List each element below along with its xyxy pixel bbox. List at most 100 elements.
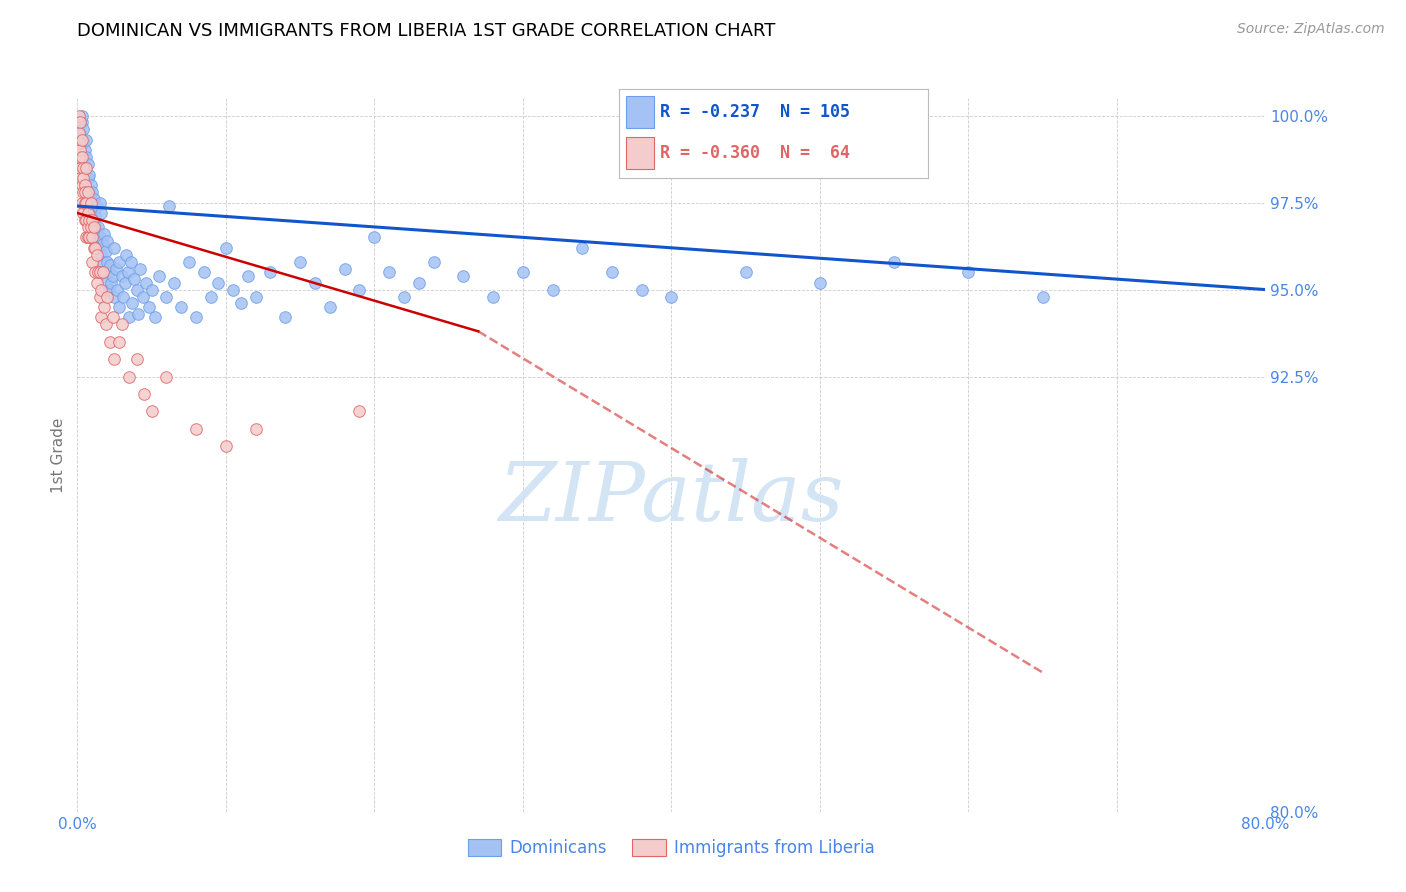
Point (89, 289, 111, 303)
Point (89, 265, 111, 279)
Point (186, 422, 208, 436)
Point (77, 213, 100, 227)
Point (121, 296, 143, 310)
Point (90, 206, 112, 220)
Point (128, 261, 150, 276)
Point (245, 422, 267, 436)
Point (957, 265, 980, 279)
Point (215, 241, 238, 255)
Point (86, 248, 108, 262)
Point (69, 144, 91, 158)
Point (96, 234, 118, 248)
Point (90, 248, 112, 262)
Point (319, 300, 342, 314)
Point (630, 283, 652, 297)
Point (378, 265, 401, 279)
Point (93, 300, 115, 314)
Point (155, 369, 177, 384)
Text: R = -0.237  N = 105: R = -0.237 N = 105 (661, 103, 851, 121)
Point (80, 195, 103, 210)
Point (89, 230, 111, 244)
Point (274, 310, 297, 325)
Point (107, 283, 129, 297)
Point (93, 227, 115, 241)
Point (288, 254, 311, 268)
Point (93, 265, 115, 279)
Point (73, 185, 96, 199)
Text: R = -0.360  N =  64: R = -0.360 N = 64 (661, 145, 851, 162)
Point (97, 283, 120, 297)
Point (82, 213, 104, 227)
Point (87, 241, 110, 255)
Legend: Dominicans, Immigrants from Liberia: Dominicans, Immigrants from Liberia (461, 832, 882, 864)
Point (98, 334, 121, 349)
Point (76, 230, 98, 244)
Point (75, 161, 97, 175)
Point (103, 352, 125, 367)
Point (82, 199, 104, 213)
Point (73, 161, 96, 175)
Point (117, 265, 139, 279)
Point (83, 202, 105, 217)
Point (600, 265, 623, 279)
Point (91, 237, 114, 252)
Point (69, 171, 91, 186)
Point (125, 352, 148, 367)
Point (73, 144, 96, 158)
Point (72, 185, 94, 199)
Point (83, 241, 105, 255)
Point (80, 178, 103, 193)
Point (83, 219, 105, 234)
Point (125, 283, 148, 297)
Point (86, 199, 108, 213)
Point (111, 318, 134, 332)
Point (103, 289, 125, 303)
Point (76, 157, 98, 171)
Point (453, 268, 475, 283)
Point (229, 296, 252, 310)
Point (76, 171, 98, 186)
Point (89, 195, 111, 210)
Point (69, 161, 91, 175)
Point (70, 133, 93, 147)
Point (84, 241, 107, 255)
Point (349, 283, 371, 297)
Point (734, 265, 756, 279)
Point (143, 310, 166, 325)
Point (122, 272, 145, 286)
Point (67, 109, 90, 123)
Point (83, 192, 105, 206)
Point (141, 283, 163, 297)
Text: DOMINICAN VS IMMIGRANTS FROM LIBERIA 1ST GRADE CORRELATION CHART: DOMINICAN VS IMMIGRANTS FROM LIBERIA 1ST… (77, 22, 776, 40)
Point (72, 206, 94, 220)
Point (80, 219, 103, 234)
Text: ZIPatlas: ZIPatlas (499, 458, 844, 538)
Point (170, 300, 193, 314)
Point (111, 268, 134, 283)
Point (148, 268, 170, 283)
Point (883, 254, 905, 268)
Point (163, 276, 186, 290)
Point (76, 219, 98, 234)
Point (112, 289, 135, 303)
Point (97, 265, 120, 279)
Point (120, 254, 142, 268)
Point (108, 334, 131, 349)
Point (77, 185, 100, 199)
Point (98, 258, 121, 272)
Point (83, 213, 105, 227)
Point (114, 276, 136, 290)
Point (135, 276, 157, 290)
Point (408, 276, 430, 290)
Bar (626, 137, 654, 169)
Point (193, 265, 215, 279)
Point (808, 276, 831, 290)
Point (482, 289, 505, 303)
Point (177, 254, 200, 268)
Point (75, 195, 97, 210)
Point (70, 150, 93, 164)
Point (94, 276, 117, 290)
Point (73, 213, 96, 227)
Point (69, 115, 91, 129)
Point (75, 133, 97, 147)
